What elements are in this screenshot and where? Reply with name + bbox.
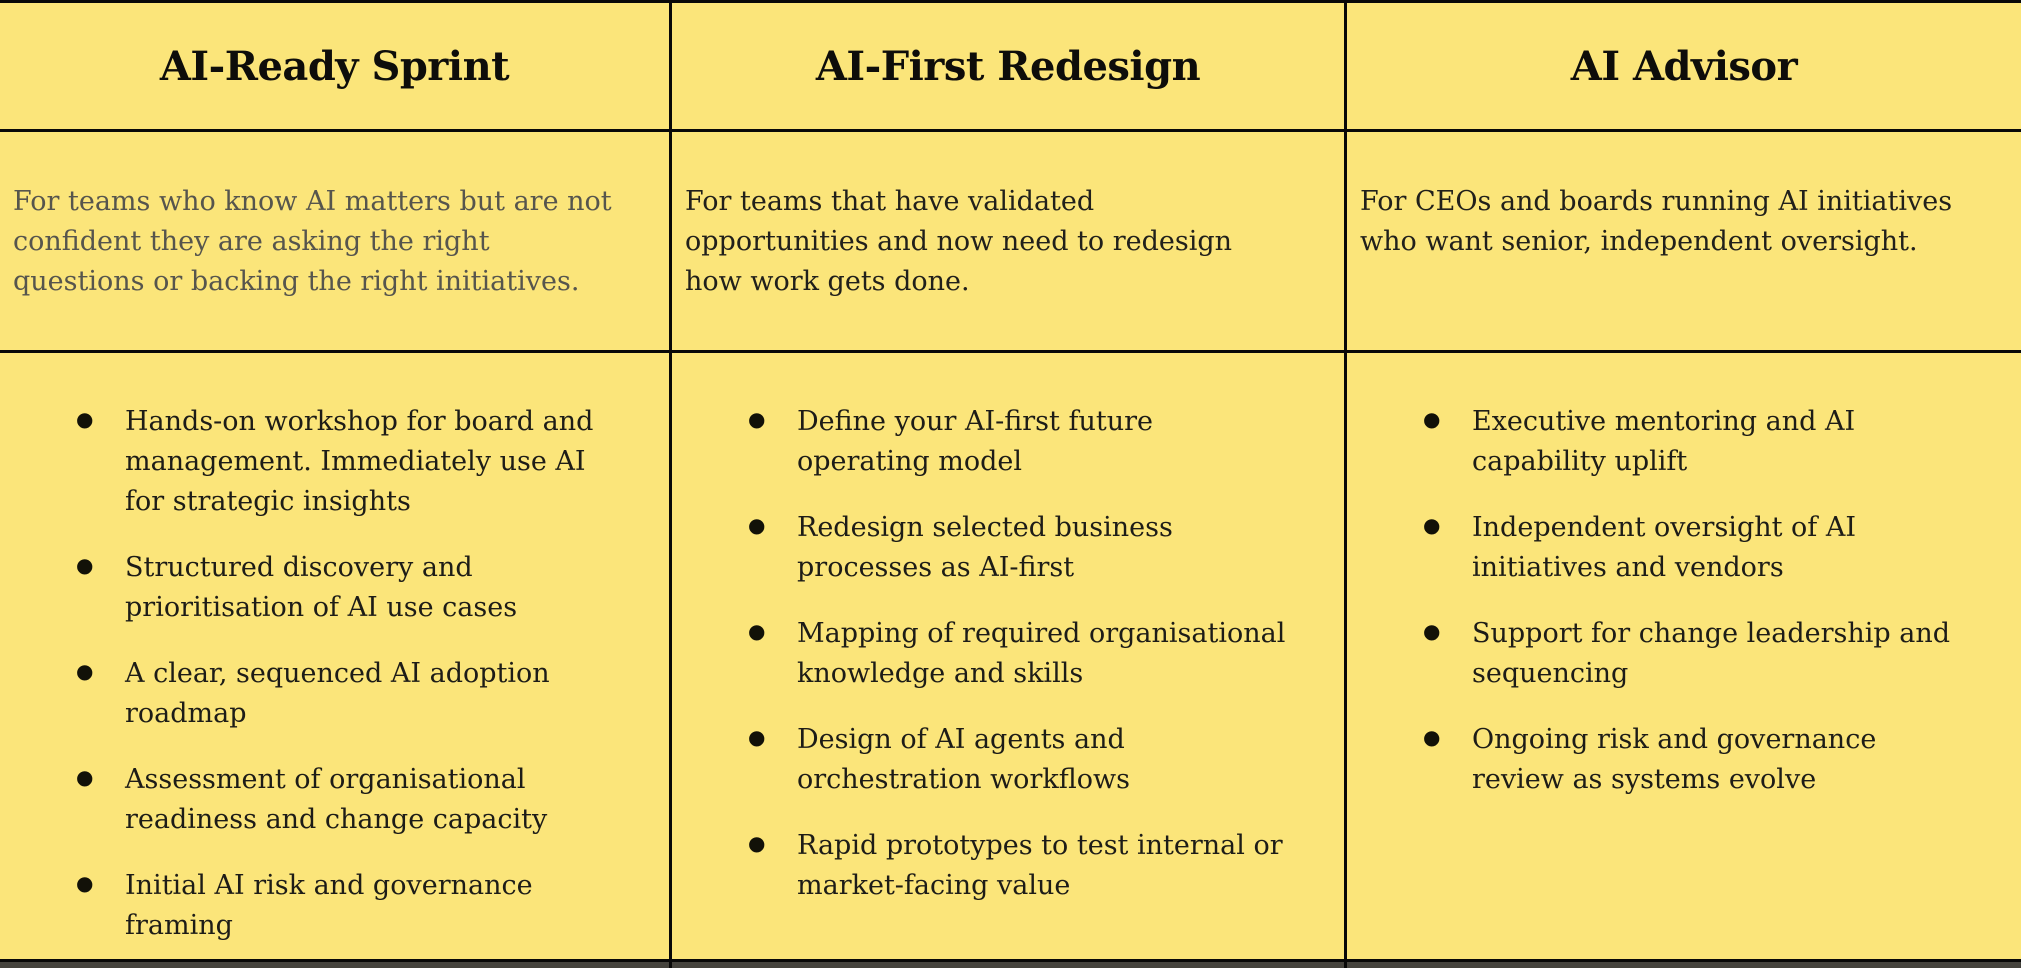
bullet-item: Ongoing risk and governance review as sy… (1423, 720, 2013, 800)
bullet-item: Redesign selected business processes as … (748, 508, 1336, 588)
column-features-ai-advisor: Executive mentoring and AI capability up… (1347, 353, 2021, 968)
bullet-item: Independent oversight of AI initiatives … (1423, 508, 2013, 588)
column-features-ai-ready-sprint: Hands-on workshop for board and manageme… (0, 353, 672, 968)
column-title: AI-First Redesign (815, 42, 1201, 90)
bullet-item: Hands-on workshop for board and manageme… (76, 402, 661, 522)
column-description-ai-advisor: For CEOs and boards running AI initiativ… (1347, 132, 2021, 353)
bullet-item: Initial AI risk and governance framing (76, 866, 661, 946)
column-title: AI Advisor (1570, 42, 1798, 90)
column-features-ai-first-redesign: Define your AI-first future operating mo… (672, 353, 1347, 968)
column-header-ai-ready-sprint: AI-Ready Sprint (0, 3, 672, 132)
bullet-item: Assessment of organisational readiness a… (76, 760, 661, 840)
bullet-item: Support for change leadership and sequen… (1423, 614, 2013, 694)
column-description-ai-ready-sprint: For teams who know AI matters but are no… (0, 132, 672, 353)
bottom-edge-strip (0, 962, 2021, 968)
bullet-list: Hands-on workshop for board and manageme… (0, 353, 669, 946)
column-title: AI-Ready Sprint (159, 42, 510, 90)
column-header-ai-advisor: AI Advisor (1347, 3, 2021, 132)
bullet-list: Define your AI-first future operating mo… (672, 353, 1344, 906)
column-description-ai-first-redesign: For teams that have validated opportunit… (672, 132, 1347, 353)
bullet-item: Define your AI-first future operating mo… (748, 402, 1336, 482)
bullet-list: Executive mentoring and AI capability up… (1347, 353, 2021, 800)
bullet-item: Executive mentoring and AI capability up… (1423, 402, 2013, 482)
bullet-item: Design of AI agents and orchestration wo… (748, 720, 1336, 800)
bullet-item: Structured discovery and prioritisation … (76, 548, 661, 628)
column-header-ai-first-redesign: AI-First Redesign (672, 3, 1347, 132)
bullet-item: Mapping of required organisational knowl… (748, 614, 1336, 694)
bullet-item: A clear, sequenced AI adoption roadmap (76, 654, 661, 734)
bullet-item: Rapid prototypes to test internal or mar… (748, 826, 1336, 906)
